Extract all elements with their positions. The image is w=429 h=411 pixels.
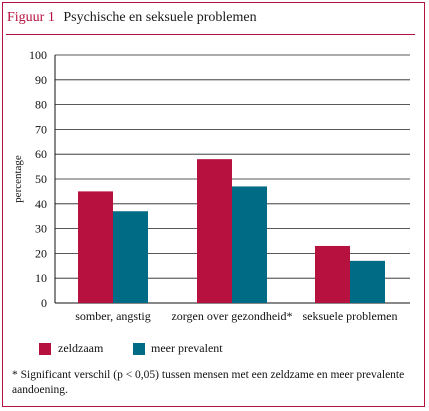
x-tick-label: seksuele problemen — [303, 309, 398, 323]
bar-zeldzaam — [78, 191, 113, 303]
x-tick-label: somber, angstig — [75, 309, 151, 323]
y-tick-label: 100 — [29, 48, 47, 62]
legend-label-meer-prevalent: meer prevalent — [151, 341, 223, 355]
y-tick-label: 60 — [35, 147, 47, 161]
legend-swatch-meer-prevalent — [133, 343, 145, 355]
y-tick-label: 80 — [35, 98, 47, 112]
y-tick-label: 50 — [35, 172, 47, 186]
legend-label-zeldzaam: zeldzaam — [58, 341, 104, 355]
y-axis-label: percentage — [12, 155, 24, 203]
legend-swatch-zeldzaam — [39, 343, 51, 355]
bar-zeldzaam — [315, 245, 350, 303]
figure-label: Figuur 1 — [7, 10, 55, 25]
y-tick-label: 90 — [35, 73, 47, 87]
bar-zeldzaam — [197, 159, 232, 303]
figure-title: Figuur 1 Psychische en seksuele probleme… — [7, 10, 257, 26]
y-tick-label: 0 — [41, 296, 47, 310]
y-tick-label: 40 — [35, 197, 47, 211]
bar-meer-prevalent — [232, 186, 267, 303]
title-divider — [6, 34, 415, 35]
x-tick-label: zorgen over gezondheid* — [171, 309, 292, 323]
y-tick-label: 70 — [35, 122, 47, 136]
footnote: * Significant verschil (p < 0,05) tussen… — [12, 369, 405, 396]
y-tick-label: 30 — [35, 222, 47, 236]
y-tick-label: 10 — [35, 271, 47, 285]
bar-meer-prevalent — [350, 260, 385, 303]
figure-title-text: Psychische en seksuele problemen — [63, 10, 257, 25]
y-tick-label: 20 — [35, 246, 47, 260]
bar-meer-prevalent — [113, 211, 148, 303]
